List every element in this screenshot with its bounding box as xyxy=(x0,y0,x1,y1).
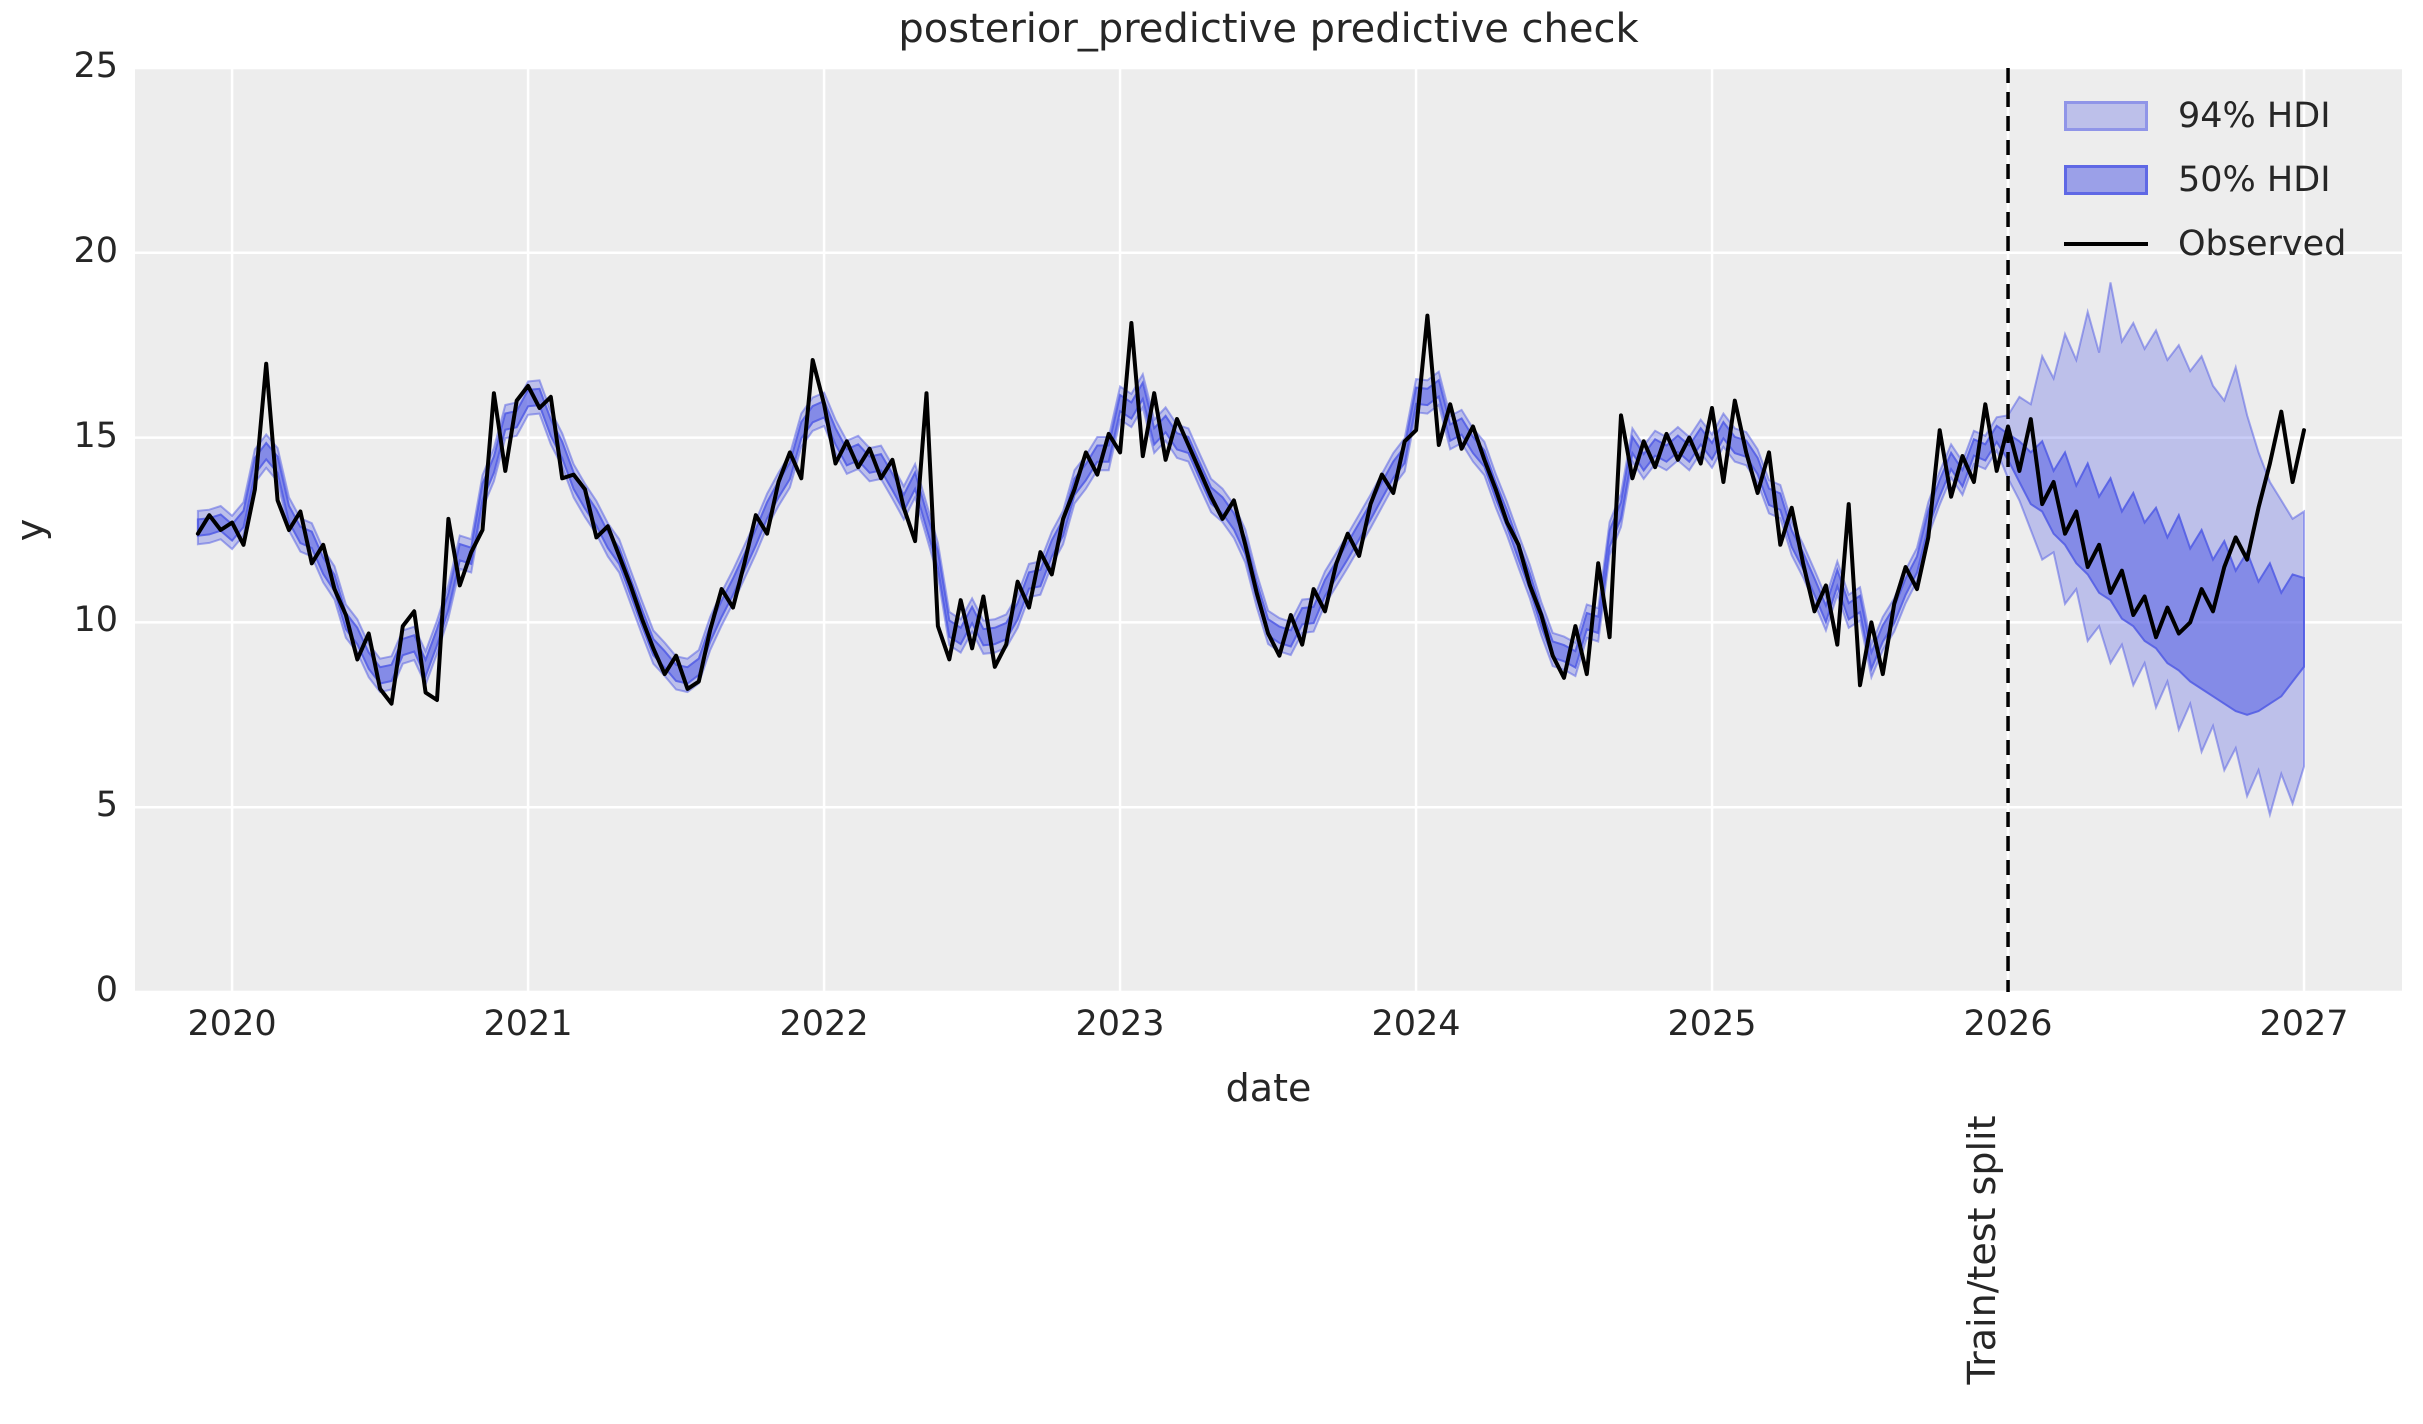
x-tick-label: 2025 xyxy=(1667,1004,1757,1044)
legend-item-50-hdi: 50% HDI xyxy=(2064,160,2346,200)
legend: 94% HDI 50% HDI Observed xyxy=(2064,96,2346,264)
hdi50-swatch-icon xyxy=(2064,165,2148,195)
observed-line-icon xyxy=(2064,229,2148,259)
legend-label-50-hdi: 50% HDI xyxy=(2178,160,2331,200)
plot-title: posterior_predictive predictive check xyxy=(898,6,1639,52)
y-tick-label: 20 xyxy=(73,230,118,271)
x-tick-label: 2020 xyxy=(187,1004,277,1044)
legend-item-observed: Observed xyxy=(2064,224,2346,264)
y-tick-label: 15 xyxy=(73,415,118,456)
legend-label-observed: Observed xyxy=(2178,224,2347,264)
legend-item-94-hdi: 94% HDI xyxy=(2064,96,2346,136)
observed-line xyxy=(195,313,2306,706)
x-tick-label: 2023 xyxy=(1075,1004,1165,1044)
hdi50-band xyxy=(196,378,2305,716)
y-tick-label: 10 xyxy=(73,600,118,641)
x-axis-label: date xyxy=(1225,1066,1312,1110)
y-tick-label: 0 xyxy=(95,970,118,1010)
y-tick-label: 25 xyxy=(73,46,118,86)
y-axis-label: y xyxy=(8,518,52,542)
x-tick-label: 2022 xyxy=(779,1004,869,1044)
x-tick-label: 2027 xyxy=(2259,1004,2349,1044)
hdi94-swatch-icon xyxy=(2064,101,2148,131)
x-tick-label: 2021 xyxy=(483,1004,573,1044)
axes-background xyxy=(135,68,2402,992)
x-tick-label: 2026 xyxy=(1963,1004,2053,1044)
y-tick-label: 5 xyxy=(95,785,118,826)
train-test-split-label: Train/test split xyxy=(1960,1115,2004,1385)
x-tick-label: 2024 xyxy=(1371,1004,1461,1044)
legend-label-94-hdi: 94% HDI xyxy=(2178,96,2331,136)
